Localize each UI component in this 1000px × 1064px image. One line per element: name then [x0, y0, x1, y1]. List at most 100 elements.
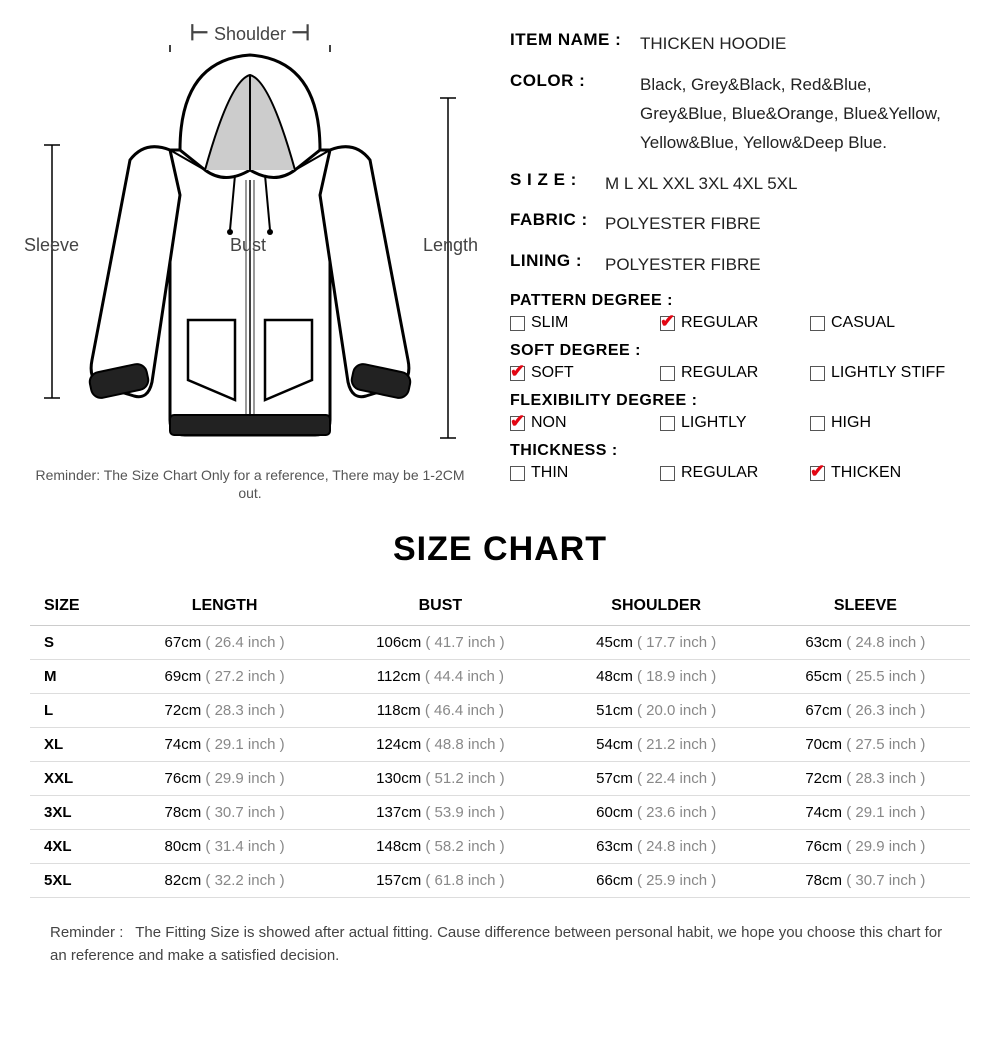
cell-sleeve: 65cm ( 25.5 inch ) [761, 660, 970, 694]
cell-bust: 157cm ( 61.8 inch ) [329, 864, 551, 898]
checkbox-icon [510, 466, 525, 481]
check-label: CASUAL [831, 314, 895, 332]
cell-bust: 112cm ( 44.4 inch ) [329, 660, 551, 694]
top-section: ⊢ Shoulder ⊣ Sleeve Bust Length [30, 20, 970, 502]
check-item: CASUAL [810, 314, 960, 332]
degree-title: PATTERN DEGREE : [510, 292, 970, 310]
cell-size: M [30, 660, 120, 694]
cell-size: S [30, 626, 120, 660]
spec-label: ITEM NAME : [510, 30, 640, 59]
cell-bust: 118cm ( 46.4 inch ) [329, 694, 551, 728]
size-chart-table: SIZELENGTHBUSTSHOULDERSLEEVE S67cm ( 26.… [30, 587, 970, 898]
checkbox-icon [660, 466, 675, 481]
checkbox-checked-icon [510, 366, 525, 381]
table-row: 5XL82cm ( 32.2 inch )157cm ( 61.8 inch )… [30, 864, 970, 898]
check-label: LIGHTLY STIFF [831, 364, 945, 382]
cell-sleeve: 78cm ( 30.7 inch ) [761, 864, 970, 898]
label-bust: Bust [230, 235, 266, 256]
table-header: BUST [329, 587, 551, 626]
cell-size: 3XL [30, 796, 120, 830]
cell-sleeve: 72cm ( 28.3 inch ) [761, 762, 970, 796]
cell-shoulder: 48cm ( 18.9 inch ) [552, 660, 761, 694]
cell-sleeve: 67cm ( 26.3 inch ) [761, 694, 970, 728]
table-row: XL74cm ( 29.1 inch )124cm ( 48.8 inch )5… [30, 728, 970, 762]
size-chart-footer: Reminder : The Fitting Size is showed af… [30, 922, 970, 967]
cell-length: 74cm ( 29.1 inch ) [120, 728, 329, 762]
spec-label: FABRIC : [510, 210, 605, 239]
hoodie-diagram: ⊢ Shoulder ⊣ Sleeve Bust Length [30, 20, 470, 502]
cell-length: 69cm ( 27.2 inch ) [120, 660, 329, 694]
check-row: SLIM REGULAR CASUAL [510, 314, 970, 332]
cell-bust: 130cm ( 51.2 inch ) [329, 762, 551, 796]
specs-panel: ITEM NAME : THICKEN HOODIE COLOR : Black… [510, 20, 970, 502]
degree-group: PATTERN DEGREE : SLIM REGULAR CASUAL [510, 292, 970, 332]
spec-label: COLOR : [510, 71, 640, 158]
cell-bust: 106cm ( 41.7 inch ) [329, 626, 551, 660]
cell-size: XL [30, 728, 120, 762]
check-label: HIGH [831, 414, 871, 432]
size-chart-title: SIZE CHART [30, 530, 970, 569]
table-row: 4XL80cm ( 31.4 inch )148cm ( 58.2 inch )… [30, 830, 970, 864]
spec-fabric: FABRIC : POLYESTER FIBRE [510, 210, 970, 239]
checkbox-icon [810, 316, 825, 331]
diagram-reminder: Reminder: The Size Chart Only for a refe… [30, 466, 470, 502]
degree-title: THICKNESS : [510, 442, 970, 460]
spec-value: POLYESTER FIBRE [605, 210, 970, 239]
cell-shoulder: 63cm ( 24.8 inch ) [552, 830, 761, 864]
cell-sleeve: 70cm ( 27.5 inch ) [761, 728, 970, 762]
cell-bust: 148cm ( 58.2 inch ) [329, 830, 551, 864]
degrees-container: PATTERN DEGREE :SLIMREGULARCASUALSOFT DE… [510, 292, 970, 482]
spec-lining: LINING : POLYESTER FIBRE [510, 251, 970, 280]
check-item: SLIM [510, 314, 660, 332]
check-item: NON [510, 414, 660, 432]
footer-label: Reminder : [50, 924, 123, 941]
check-label: NON [531, 414, 567, 432]
checkbox-checked-icon [510, 416, 525, 431]
cell-bust: 137cm ( 53.9 inch ) [329, 796, 551, 830]
table-row: M69cm ( 27.2 inch )112cm ( 44.4 inch )48… [30, 660, 970, 694]
check-item: LIGHTLY [660, 414, 810, 432]
cell-sleeve: 74cm ( 29.1 inch ) [761, 796, 970, 830]
footer-text: The Fitting Size is showed after actual … [50, 924, 942, 964]
cell-length: 78cm ( 30.7 inch ) [120, 796, 329, 830]
label-length: Length [423, 235, 478, 256]
cell-shoulder: 60cm ( 23.6 inch ) [552, 796, 761, 830]
table-header: LENGTH [120, 587, 329, 626]
check-label: REGULAR [681, 364, 758, 382]
checkbox-icon [810, 416, 825, 431]
check-label: THIN [531, 464, 568, 482]
spec-value: Black, Grey&Black, Red&Blue, Grey&Blue, … [640, 71, 970, 158]
degree-group: SOFT DEGREE :SOFTREGULARLIGHTLY STIFF [510, 342, 970, 382]
table-row: XXL76cm ( 29.9 inch )130cm ( 51.2 inch )… [30, 762, 970, 796]
label-shoulder: ⊢ Shoulder ⊣ [30, 20, 470, 46]
cell-shoulder: 51cm ( 20.0 inch ) [552, 694, 761, 728]
check-item: LIGHTLY STIFF [810, 364, 960, 382]
table-header: SLEEVE [761, 587, 970, 626]
degree-group: THICKNESS :THINREGULARTHICKEN [510, 442, 970, 482]
cell-size: XXL [30, 762, 120, 796]
check-row: THINREGULARTHICKEN [510, 464, 970, 482]
cell-shoulder: 45cm ( 17.7 inch ) [552, 626, 761, 660]
cell-size: 4XL [30, 830, 120, 864]
checkbox-icon [810, 366, 825, 381]
check-item: REGULAR [660, 314, 810, 332]
check-item: REGULAR [660, 364, 810, 382]
check-item: REGULAR [660, 464, 810, 482]
cell-sleeve: 63cm ( 24.8 inch ) [761, 626, 970, 660]
check-label: LIGHTLY [681, 414, 747, 432]
check-item: HIGH [810, 414, 960, 432]
spec-size: S I Z E : M L XL XXL 3XL 4XL 5XL [510, 170, 970, 199]
table-header-row: SIZELENGTHBUSTSHOULDERSLEEVE [30, 587, 970, 626]
cell-size: 5XL [30, 864, 120, 898]
cell-shoulder: 66cm ( 25.9 inch ) [552, 864, 761, 898]
spec-value: POLYESTER FIBRE [605, 251, 970, 280]
cell-bust: 124cm ( 48.8 inch ) [329, 728, 551, 762]
check-label: REGULAR [681, 314, 758, 332]
table-row: S67cm ( 26.4 inch )106cm ( 41.7 inch )45… [30, 626, 970, 660]
cell-sleeve: 76cm ( 29.9 inch ) [761, 830, 970, 864]
check-row: SOFTREGULARLIGHTLY STIFF [510, 364, 970, 382]
cell-length: 67cm ( 26.4 inch ) [120, 626, 329, 660]
cell-shoulder: 57cm ( 22.4 inch ) [552, 762, 761, 796]
label-sleeve: Sleeve [24, 235, 79, 256]
spec-color: COLOR : Black, Grey&Black, Red&Blue, Gre… [510, 71, 970, 158]
